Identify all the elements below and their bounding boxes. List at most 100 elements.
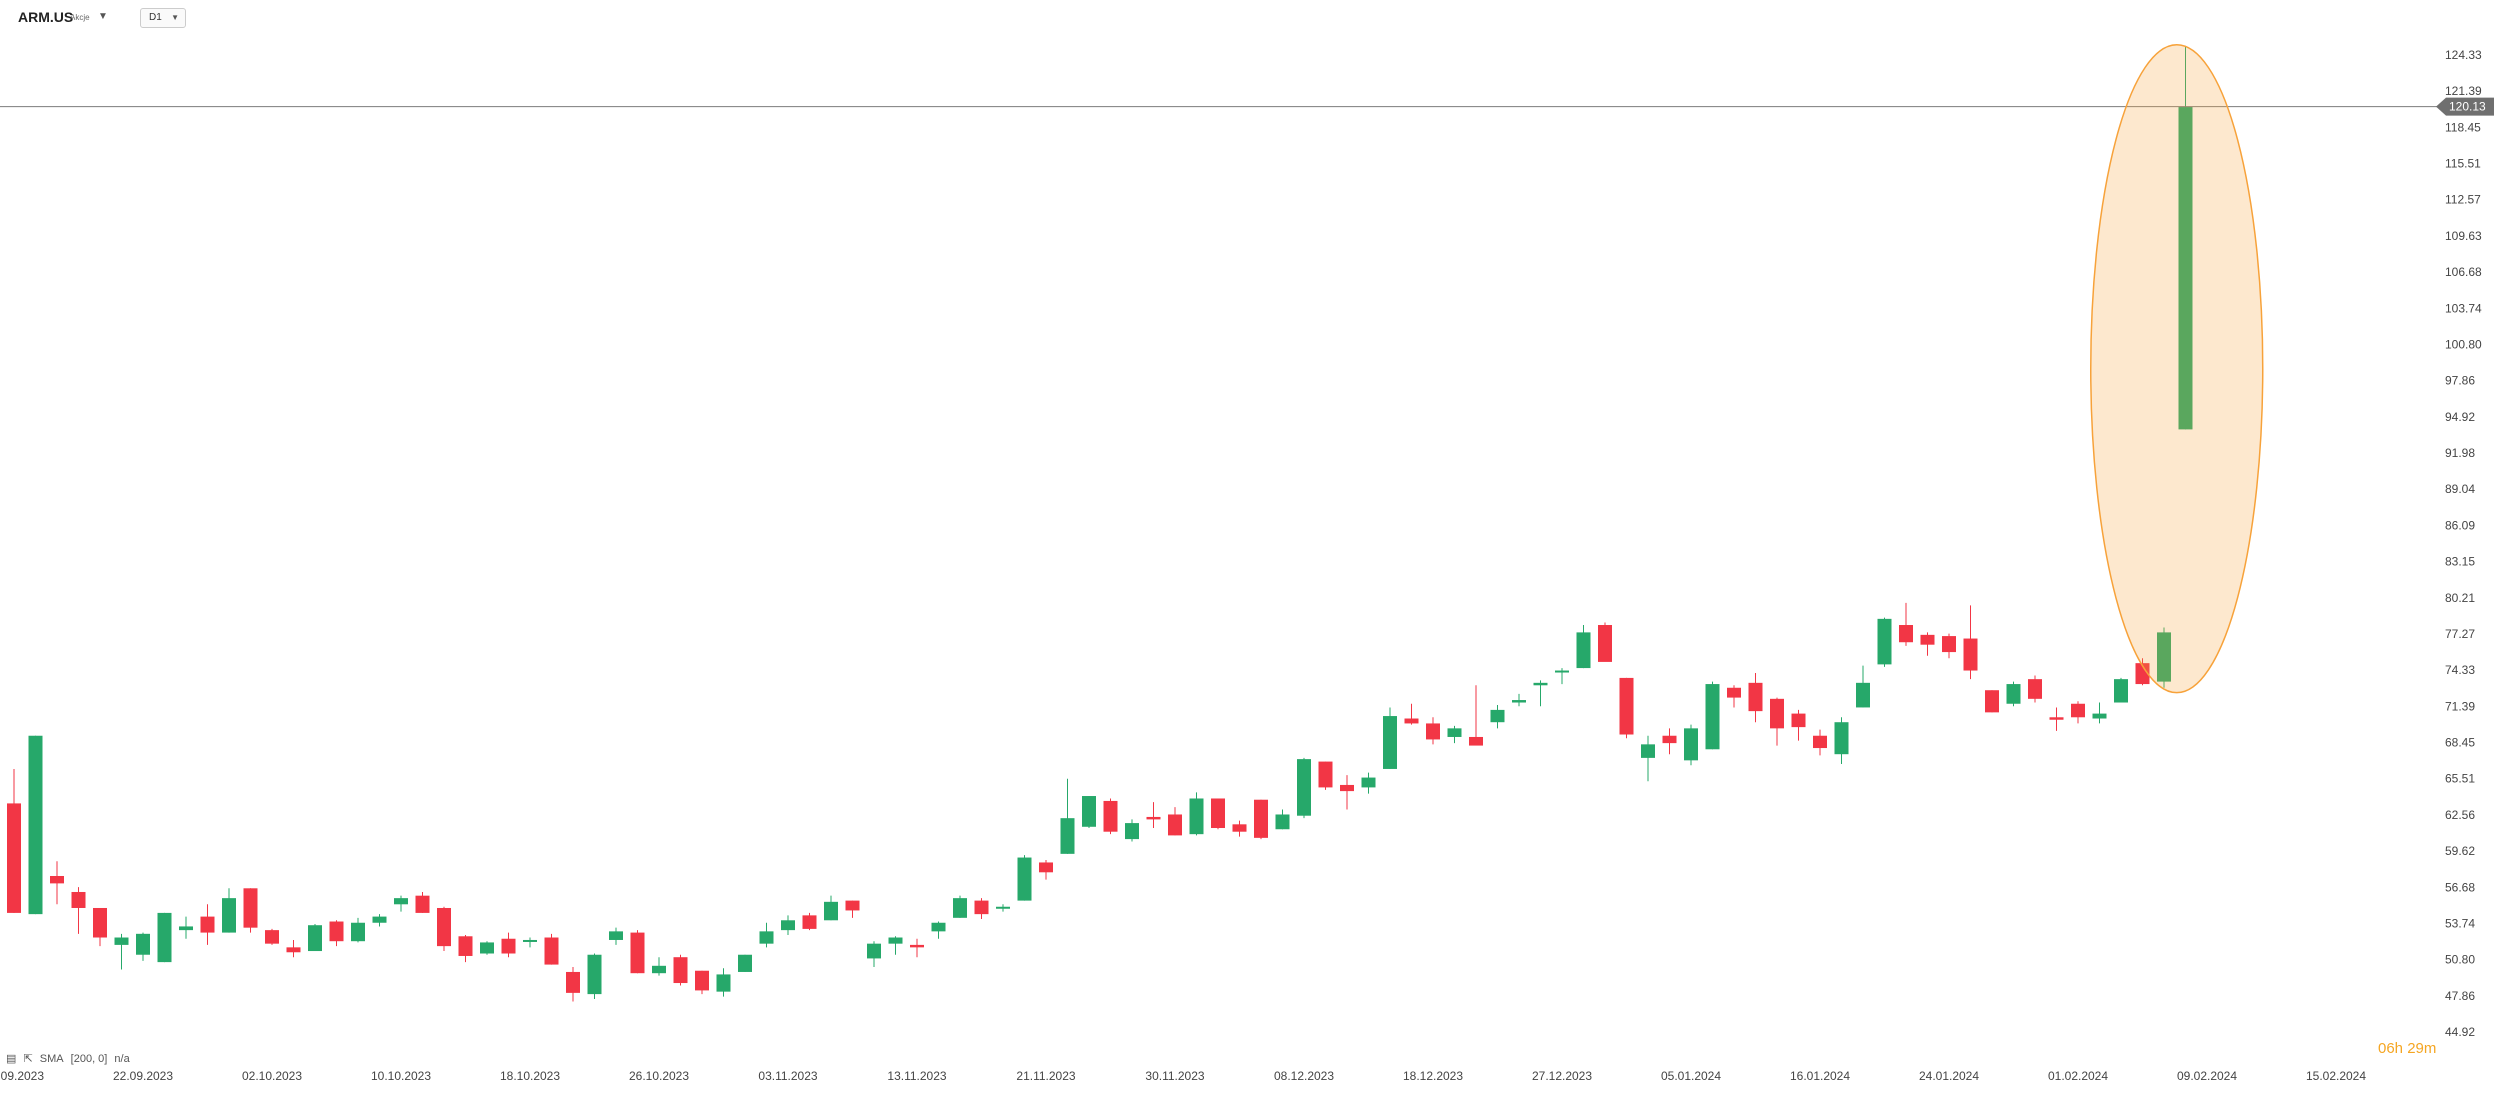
candle[interactable] bbox=[1985, 690, 1999, 713]
candle[interactable] bbox=[1146, 802, 1161, 829]
candle[interactable] bbox=[2178, 46, 2193, 430]
candle[interactable] bbox=[759, 922, 774, 948]
candle[interactable] bbox=[1039, 860, 1053, 880]
candle[interactable] bbox=[1168, 807, 1182, 836]
candle[interactable] bbox=[2135, 658, 2150, 686]
candle[interactable] bbox=[394, 895, 408, 912]
candle[interactable] bbox=[1447, 725, 1462, 744]
candle[interactable] bbox=[1361, 772, 1376, 794]
candle[interactable] bbox=[1942, 633, 1956, 659]
candle[interactable] bbox=[824, 895, 838, 921]
candle[interactable] bbox=[1512, 693, 1526, 707]
candle[interactable] bbox=[1748, 672, 1763, 723]
candle[interactable] bbox=[93, 907, 107, 947]
candle[interactable] bbox=[695, 970, 709, 995]
candle[interactable] bbox=[1060, 778, 1075, 854]
candle[interactable] bbox=[1490, 704, 1505, 729]
timeframe-select[interactable]: D1 ▼ bbox=[140, 8, 186, 28]
list-icon[interactable]: ▤ bbox=[6, 1053, 17, 1065]
candle[interactable] bbox=[7, 768, 21, 913]
candle[interactable] bbox=[609, 927, 623, 945]
candle[interactable] bbox=[931, 921, 946, 939]
candle[interactable] bbox=[2114, 677, 2128, 703]
candle[interactable] bbox=[781, 915, 795, 936]
candle[interactable] bbox=[1813, 729, 1827, 756]
candle[interactable] bbox=[1469, 685, 1483, 746]
candle[interactable] bbox=[1254, 799, 1268, 840]
candle[interactable] bbox=[2006, 681, 2021, 707]
candle[interactable] bbox=[50, 861, 64, 905]
candle[interactable] bbox=[2092, 702, 2107, 724]
candle[interactable] bbox=[28, 735, 43, 915]
candle[interactable] bbox=[1641, 735, 1655, 782]
candle[interactable] bbox=[1318, 761, 1333, 790]
candle[interactable] bbox=[114, 933, 129, 970]
collapse-icon[interactable]: ⇱ bbox=[23, 1053, 33, 1065]
candle[interactable] bbox=[1404, 703, 1419, 725]
candle[interactable] bbox=[1705, 681, 1720, 750]
candle[interactable] bbox=[716, 968, 731, 997]
candle[interactable] bbox=[1017, 855, 1032, 901]
candle[interactable] bbox=[1555, 668, 1569, 685]
candle[interactable] bbox=[974, 898, 989, 920]
candle[interactable] bbox=[200, 904, 215, 945]
candle[interactable] bbox=[1877, 617, 1892, 667]
candle[interactable] bbox=[1297, 757, 1311, 819]
candle[interactable] bbox=[1082, 796, 1096, 829]
candle[interactable] bbox=[71, 887, 86, 934]
candle[interactable] bbox=[888, 936, 903, 955]
candle[interactable] bbox=[738, 954, 752, 972]
candle[interactable] bbox=[1576, 625, 1591, 669]
candle[interactable] bbox=[286, 939, 301, 958]
candle[interactable] bbox=[222, 888, 236, 933]
candle[interactable] bbox=[566, 967, 580, 1002]
candle[interactable] bbox=[1899, 602, 1913, 646]
candle[interactable] bbox=[265, 928, 279, 945]
candle[interactable] bbox=[1662, 728, 1677, 755]
candle[interactable] bbox=[1103, 798, 1118, 835]
candle[interactable] bbox=[1920, 632, 1935, 656]
candle[interactable] bbox=[437, 906, 451, 952]
candle[interactable] bbox=[480, 941, 494, 955]
candle[interactable] bbox=[1232, 820, 1247, 837]
candle[interactable] bbox=[1963, 605, 1978, 680]
candle[interactable] bbox=[157, 912, 172, 963]
candle[interactable] bbox=[1619, 677, 1634, 739]
candle[interactable] bbox=[1834, 717, 1849, 765]
candle[interactable] bbox=[243, 888, 258, 933]
candle[interactable] bbox=[179, 916, 193, 939]
candle[interactable] bbox=[1383, 707, 1397, 769]
candle[interactable] bbox=[1598, 622, 1612, 662]
candle[interactable] bbox=[652, 957, 666, 976]
candle[interactable] bbox=[996, 904, 1010, 912]
candle[interactable] bbox=[953, 895, 967, 918]
candle[interactable] bbox=[1533, 680, 1548, 707]
candle[interactable] bbox=[544, 933, 559, 965]
candle[interactable] bbox=[372, 914, 387, 927]
candle[interactable] bbox=[308, 923, 322, 952]
candle[interactable] bbox=[1189, 792, 1204, 836]
candle[interactable] bbox=[351, 917, 365, 943]
candle[interactable] bbox=[2049, 707, 2064, 731]
candle[interactable] bbox=[1211, 798, 1225, 830]
indicator-name[interactable]: SMA bbox=[39, 1053, 64, 1065]
symbol-label[interactable]: ARM.US bbox=[18, 9, 74, 25]
candle[interactable] bbox=[1727, 685, 1741, 708]
candle[interactable] bbox=[136, 932, 150, 961]
candle[interactable] bbox=[2071, 701, 2085, 724]
candle[interactable] bbox=[802, 912, 817, 931]
candle[interactable] bbox=[1125, 819, 1139, 842]
candle[interactable] bbox=[845, 900, 860, 918]
candle[interactable] bbox=[867, 941, 881, 968]
candle[interactable] bbox=[910, 938, 924, 958]
candle[interactable] bbox=[523, 937, 537, 948]
candle[interactable] bbox=[1684, 724, 1698, 766]
candle[interactable] bbox=[673, 954, 688, 986]
candle[interactable] bbox=[2157, 627, 2171, 688]
candle[interactable] bbox=[329, 920, 344, 947]
candle[interactable] bbox=[1426, 717, 1440, 745]
candle[interactable] bbox=[1275, 809, 1290, 830]
candle[interactable] bbox=[587, 953, 602, 1000]
candle[interactable] bbox=[501, 932, 516, 958]
